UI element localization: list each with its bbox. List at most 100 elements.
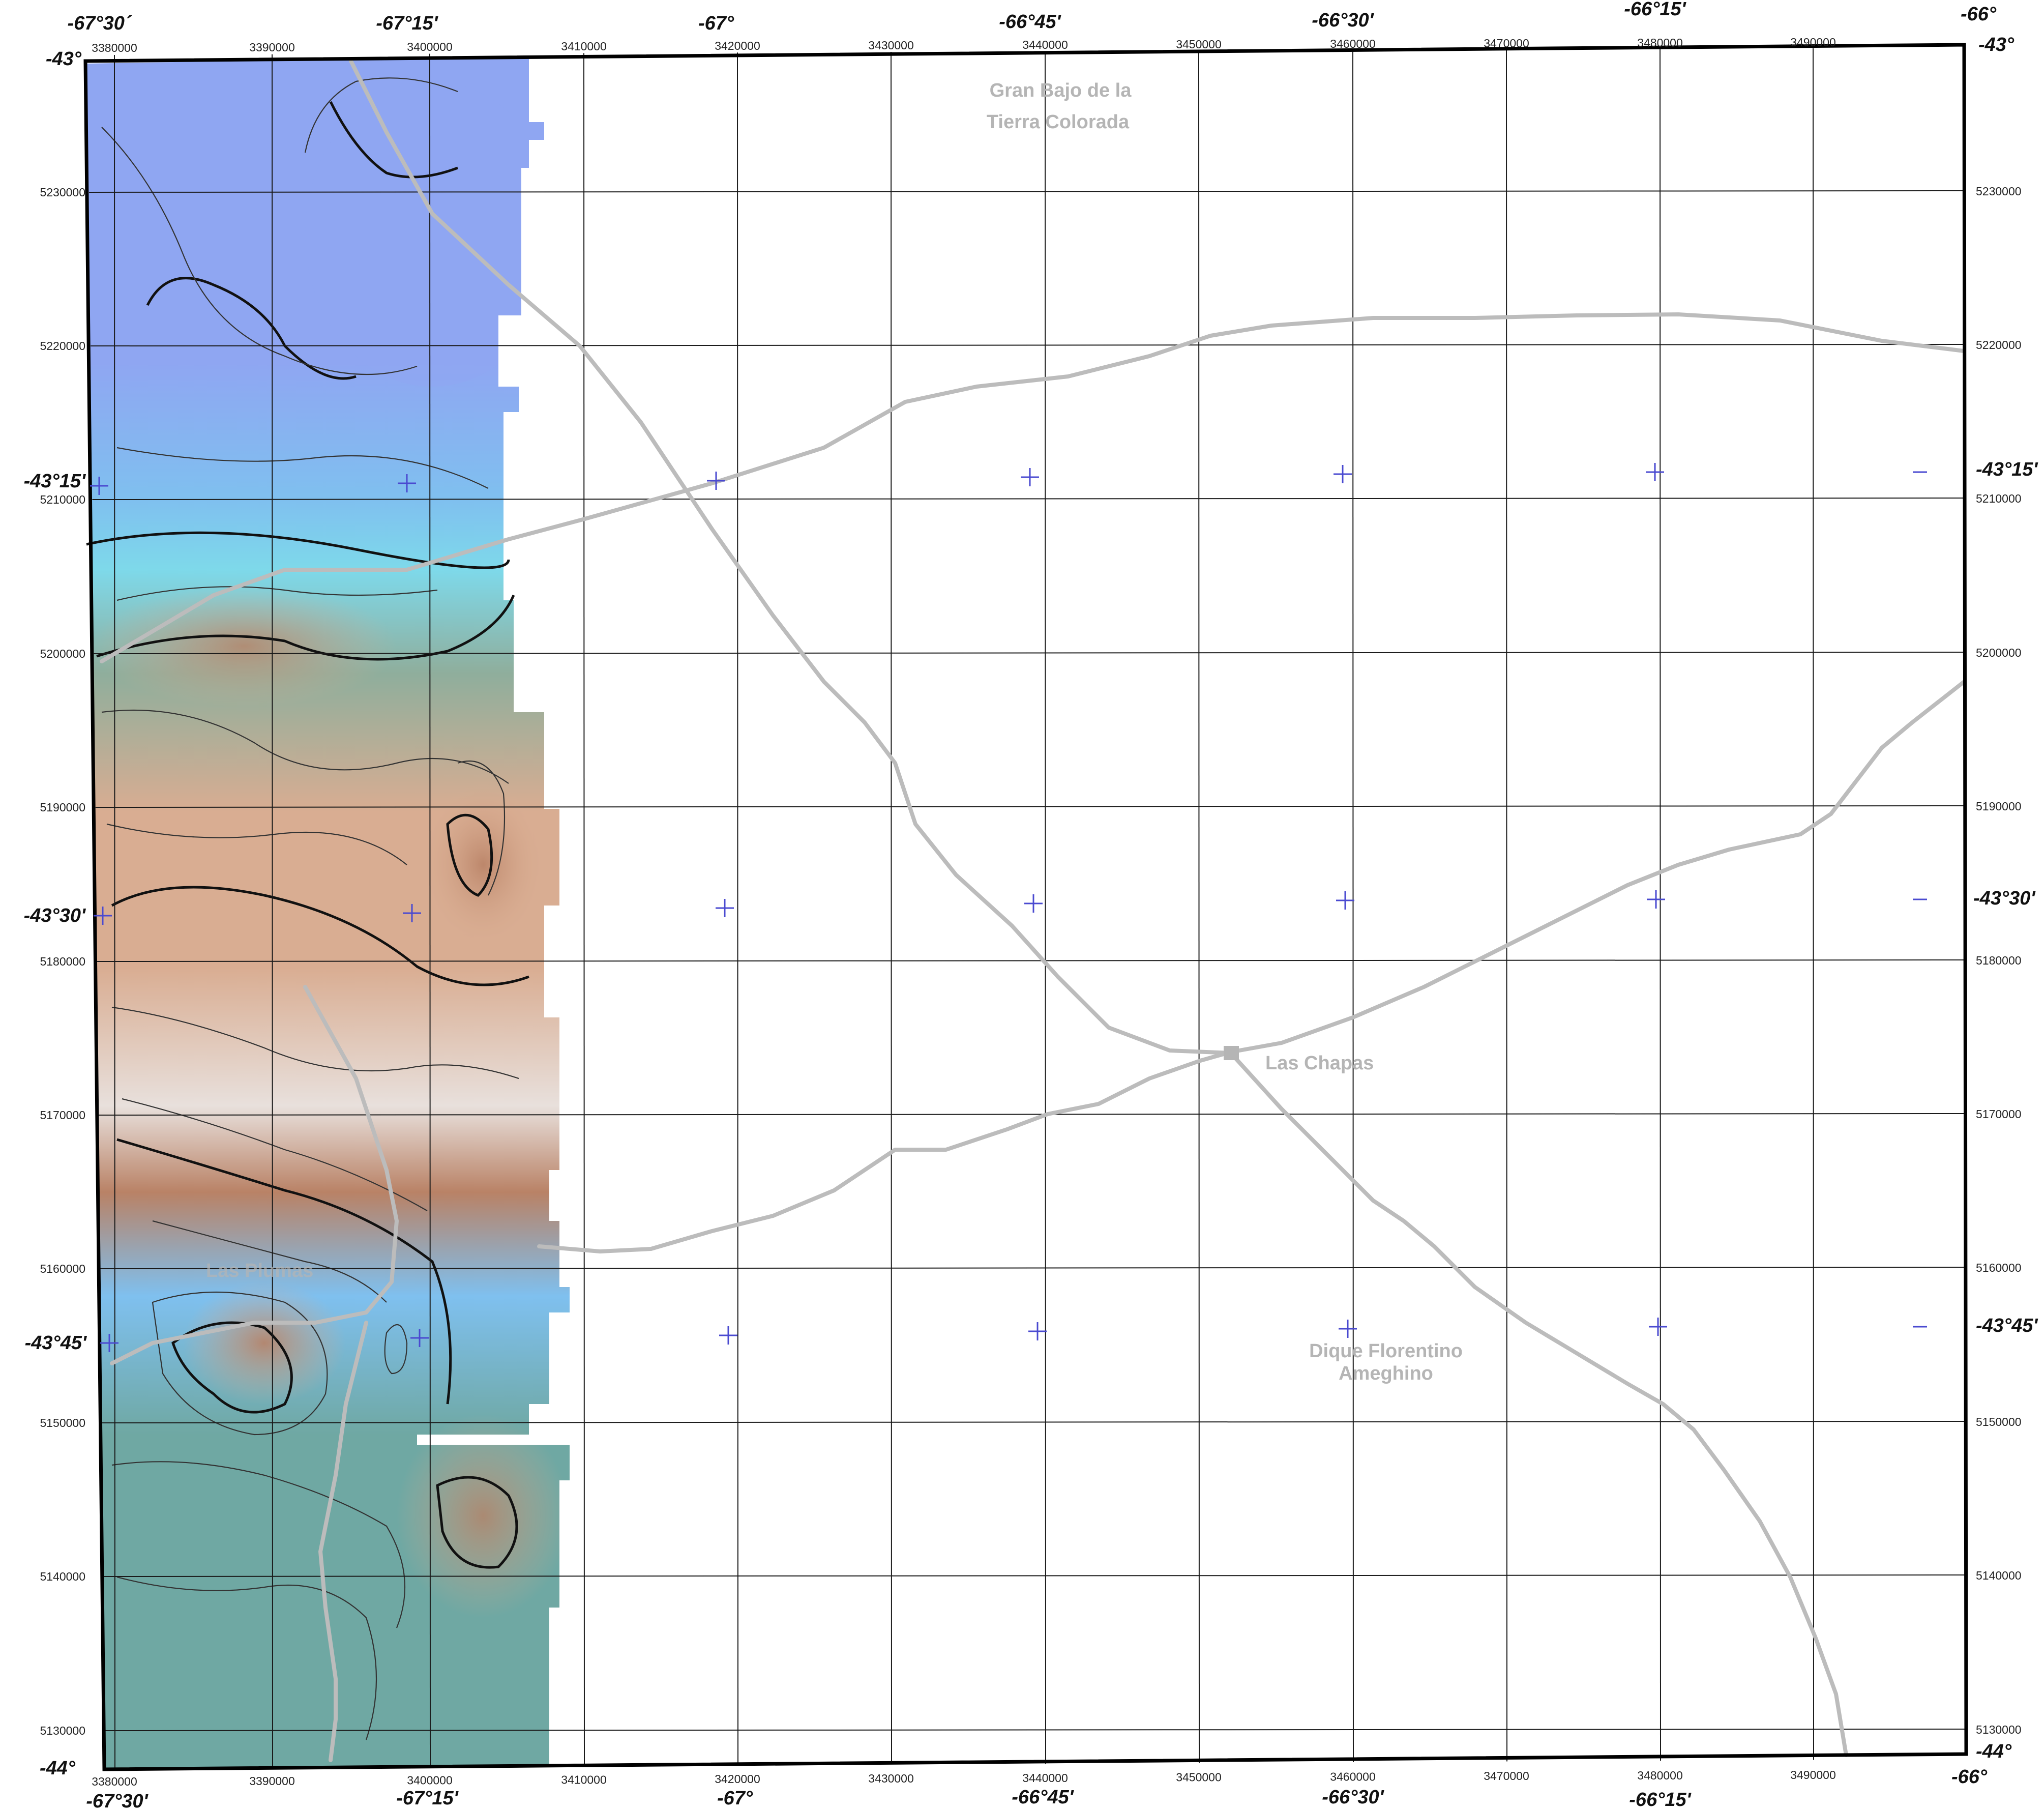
utm-x-label: 3440000 [1022,1771,1068,1785]
longitude-label: -66°15' [1629,1789,1692,1810]
longitude-label: -67°30´ [67,13,132,34]
latitude-label: -43°15' [24,471,86,492]
contour [457,761,506,896]
contour [329,101,458,179]
contour [122,1098,428,1211]
las-chapas-marker [1224,1046,1239,1060]
utm-y-label: 5210000 [1976,492,2022,505]
utm-x-label: 3400000 [407,40,453,53]
grid-line-h [88,190,1966,193]
longitude-label: -66°30' [1322,1787,1384,1808]
utm-x-label: 3430000 [868,39,914,52]
longitude-label: -66° [1951,1766,1988,1788]
contour [111,1006,519,1079]
grid-line-v [891,51,892,1765]
place-dique-2: Ameghino [1339,1363,1433,1384]
utm-y-label: 5180000 [40,955,85,968]
latitude-label: -43°15' [1976,459,2038,480]
road [110,985,399,1365]
utm-y-label: 5220000 [1976,338,2022,352]
utm-x-label: 3440000 [1022,38,1068,51]
road [349,59,1233,1055]
utm-x-label: 3390000 [249,1774,295,1788]
contour [111,1461,406,1628]
longitude-label: -67° [717,1788,753,1809]
utm-y-label: 5200000 [40,647,85,660]
latitude-label: -43°45' [1976,1315,2038,1336]
contour [111,886,529,986]
latitude-label: -43° [46,48,82,70]
grid-line-v [1045,51,1046,1764]
latitude-label: -44° [40,1758,76,1779]
longitude-label: -66°15' [1624,0,1686,20]
utm-y-label: 5220000 [40,339,85,353]
map-frame [83,43,1968,1771]
road [318,1321,368,1762]
contour [446,813,493,897]
utm-y-label: 5200000 [1976,646,2022,659]
latitude-label: -43°30' [24,905,86,926]
longitude-label: -67°30' [86,1791,149,1810]
utm-x-labels-top: 3380000 3390000 3400000 3410000 3420000 34300… [92,36,1836,54]
grid-line-h [91,344,1966,346]
utm-x-label: 3460000 [1330,1770,1376,1783]
place-dique-1: Dique Florentino [1309,1340,1463,1362]
grid-line-h [92,498,1966,500]
contour [171,1321,293,1414]
contour [304,77,458,153]
longitude-label: -66° [1961,4,1997,25]
utm-x-label: 3380000 [92,1775,137,1788]
utm-y-label: 5130000 [1976,1723,2022,1736]
grid-line-h [95,805,1966,808]
contour [86,531,510,569]
utm-y-label: 5140000 [1976,1569,2022,1582]
grid-line-v [114,54,115,1769]
grid-line-h [99,1113,1966,1116]
utm-y-label: 5190000 [1976,800,2022,813]
road [1229,1051,1848,1757]
utm-x-label: 3490000 [1790,36,1836,49]
utm-x-label: 3450000 [1176,38,1222,51]
utm-x-label: 3410000 [561,40,607,53]
grid-line-v [1660,48,1661,1761]
utm-y-label: 5160000 [40,1262,85,1275]
utm-x-label: 3470000 [1484,37,1529,50]
utm-y-label: 5230000 [40,186,85,199]
utm-y-label: 5150000 [1976,1415,2022,1428]
place-las-chapas: Las Chapas [1265,1053,1374,1074]
contour [146,277,357,380]
latitude-labels-right: -43° -43°15' -43°30' -43°45' -44° [1973,34,2038,1762]
contour [152,1220,387,1303]
grid-line-h [97,959,1966,962]
longitude-label: -66°45' [1012,1787,1074,1808]
utm-x-labels-bottom: 3380000 3390000 3400000 3410000 3420000 34300… [92,1768,1836,1788]
contour [116,447,489,489]
contour [384,1324,408,1375]
utm-x-label: 3390000 [249,41,295,54]
utm-x-label: 3480000 [1637,36,1683,49]
grid-line-h [100,1267,1966,1269]
utm-x-label: 3480000 [1637,1769,1683,1782]
utm-y-label: 5160000 [1976,1261,2022,1274]
grid-line-h [105,1729,1966,1731]
road [537,680,1966,1253]
utm-x-label: 3420000 [715,1772,760,1786]
contour [116,586,438,601]
contour [436,1476,518,1569]
grid-line-v [272,54,273,1768]
utm-y-label: 5210000 [40,493,85,506]
utm-x-label: 3470000 [1484,1769,1529,1783]
latitude-label: -43° [1978,34,2015,55]
utm-x-label: 3400000 [407,1774,453,1787]
latitude-label: -43°45' [25,1332,87,1354]
latitude-labels-left: -43° -43°15' -43°30' -43°45' -44° [24,48,87,1779]
utm-x-label: 3450000 [1176,1771,1222,1784]
grid-line-v [1506,49,1507,1762]
latitude-label: -44° [1976,1741,2012,1762]
grid-line-h [103,1574,1966,1577]
utm-y-labels-right: 5230000 5220000 5210000 5200000 5190000 51800… [1976,185,2022,1736]
place-gran-bajo-1: Gran Bajo de la [990,80,1132,101]
longitude-label: -67°15' [376,13,438,34]
contour-lines [86,77,529,1740]
longitude-label: -67°15' [396,1788,459,1809]
